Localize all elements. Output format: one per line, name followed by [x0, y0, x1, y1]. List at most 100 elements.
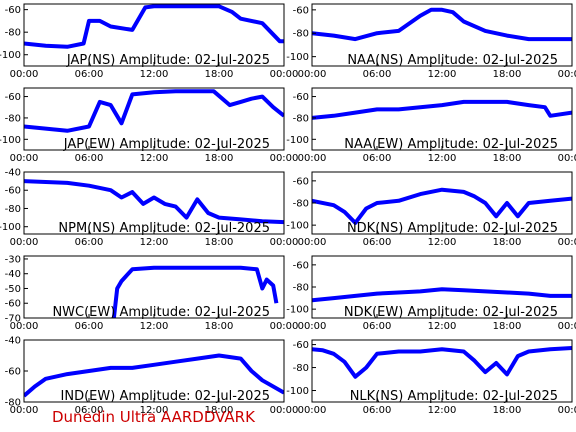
- xtick-label: 06:00: [75, 237, 104, 248]
- xtick-label: 00:00: [558, 237, 576, 248]
- ytick-label: -60: [5, 5, 21, 16]
- xtick-label: 06:00: [363, 153, 392, 164]
- panel-6: -100-80-6000:0006:0012:0018:0000:00NDK(N…: [286, 171, 576, 248]
- ytick-label: -100: [286, 221, 309, 232]
- panel-title: NAA(EW) Amplitude: 02-Jul-2025: [344, 137, 558, 152]
- ytick-label: -40: [5, 269, 21, 280]
- xtick-label: 00:00: [298, 321, 327, 332]
- xtick-label: 06:00: [363, 321, 392, 332]
- panel-title: IND(EW) Amplitude: 02-Jul-2025: [61, 389, 270, 404]
- xtick-label: 00:00: [270, 321, 299, 332]
- ytick-label: -60: [5, 367, 21, 378]
- xtick-label: 12:00: [428, 153, 457, 164]
- series-line-4-1: [312, 99, 572, 120]
- xtick-label: 00:00: [298, 153, 327, 164]
- xtick-label: 06:00: [363, 69, 392, 80]
- xtick-label: 00:00: [298, 69, 327, 80]
- xtick-label: 00:00: [10, 153, 39, 164]
- ytick-label: -80: [5, 204, 21, 215]
- series-line-6-1: [312, 187, 572, 225]
- series-line-7-1: [111, 265, 279, 318]
- xtick-label: 18:00: [205, 237, 234, 248]
- xtick-label: 00:00: [10, 69, 39, 80]
- xtick-label: 00:00: [270, 237, 299, 248]
- xtick-label: 00:00: [270, 69, 299, 80]
- panel-2: -100-80-6000:0006:0012:0018:0000:00NAA(N…: [286, 3, 576, 80]
- xtick-label: 00:00: [298, 237, 327, 248]
- xtick-label: 00:00: [270, 153, 299, 164]
- xtick-label: 00:00: [270, 405, 299, 416]
- panel-4: -100-80-6000:0006:0012:0018:0000:00NAA(E…: [286, 87, 576, 164]
- xtick-label: 12:00: [140, 237, 169, 248]
- xtick-label: 12:00: [428, 405, 457, 416]
- xtick-label: 18:00: [205, 153, 234, 164]
- xtick-label: 00:00: [298, 405, 327, 416]
- ytick-label: -30: [5, 254, 21, 265]
- xtick-label: 06:00: [363, 237, 392, 248]
- xtick-label: 00:00: [558, 405, 576, 416]
- ytick-label: -60: [5, 186, 21, 197]
- series-line-3-1: [24, 89, 284, 133]
- ytick-label: -100: [0, 50, 21, 61]
- ytick-label: -60: [293, 5, 309, 16]
- series-line-1-1: [24, 4, 284, 49]
- ytick-label: -60: [293, 260, 309, 271]
- ytick-label: -100: [286, 135, 309, 146]
- xtick-label: 18:00: [493, 405, 522, 416]
- xtick-label: 12:00: [428, 69, 457, 80]
- panel-title: NDK(NS) Amplitude: 02-Jul-2025: [347, 221, 558, 236]
- panel-title: NAA(NS) Amplitude: 02-Jul-2025: [347, 53, 558, 68]
- xtick-label: 00:00: [558, 321, 576, 332]
- series-line-8-1: [312, 287, 572, 303]
- xtick-label: 18:00: [205, 405, 234, 416]
- footer-label: Dunedin Ultra AARDDVARK: [52, 408, 255, 426]
- panel-title: JAP(NS) Amplitude: 02-Jul-2025: [66, 53, 270, 68]
- ytick-label: -80: [5, 113, 21, 124]
- xtick-label: 06:00: [75, 405, 104, 416]
- xtick-label: 12:00: [428, 321, 457, 332]
- ytick-label: -60: [293, 92, 309, 103]
- ytick-label: -80: [293, 29, 309, 40]
- ytick-label: -100: [0, 135, 21, 146]
- ytick-label: -40: [5, 336, 21, 347]
- xtick-label: 18:00: [205, 69, 234, 80]
- ytick-label: -60: [293, 340, 309, 351]
- panel-title: NLK(NS) Amplitude: 02-Jul-2025: [350, 389, 558, 404]
- xtick-label: 00:00: [558, 69, 576, 80]
- panel-10: -100-80-6000:0006:0012:0018:0000:00NLK(N…: [286, 339, 576, 416]
- panel-title: NWC(EW) Amplitude: 02-Jul-2025: [52, 305, 270, 320]
- xtick-label: 18:00: [205, 321, 234, 332]
- xtick-label: 06:00: [75, 321, 104, 332]
- ytick-label: -70: [5, 314, 21, 325]
- ytick-label: -100: [286, 305, 309, 316]
- ytick-label: -60: [5, 92, 21, 103]
- xtick-label: 06:00: [75, 153, 104, 164]
- xtick-label: 00:00: [10, 321, 39, 332]
- ytick-label: -80: [293, 363, 309, 374]
- xtick-label: 00:00: [558, 153, 576, 164]
- ytick-label: -80: [293, 113, 309, 124]
- xtick-label: 12:00: [140, 153, 169, 164]
- ytick-label: -40: [5, 168, 21, 179]
- ytick-label: -50: [5, 284, 21, 295]
- ytick-label: -60: [293, 176, 309, 187]
- ytick-label: -100: [0, 222, 21, 233]
- xtick-label: 18:00: [493, 69, 522, 80]
- series-line-9-1: [24, 353, 284, 398]
- xtick-label: 00:00: [10, 237, 39, 248]
- ytick-label: -60: [5, 299, 21, 310]
- ytick-label: -80: [5, 398, 21, 409]
- series-line-2-1: [312, 7, 572, 42]
- series-line-5-1: [24, 179, 284, 225]
- xtick-label: 18:00: [493, 237, 522, 248]
- xtick-label: 06:00: [363, 405, 392, 416]
- xtick-label: 18:00: [493, 153, 522, 164]
- ytick-label: -80: [5, 28, 21, 39]
- ytick-label: -80: [293, 283, 309, 294]
- xtick-label: 06:00: [75, 69, 104, 80]
